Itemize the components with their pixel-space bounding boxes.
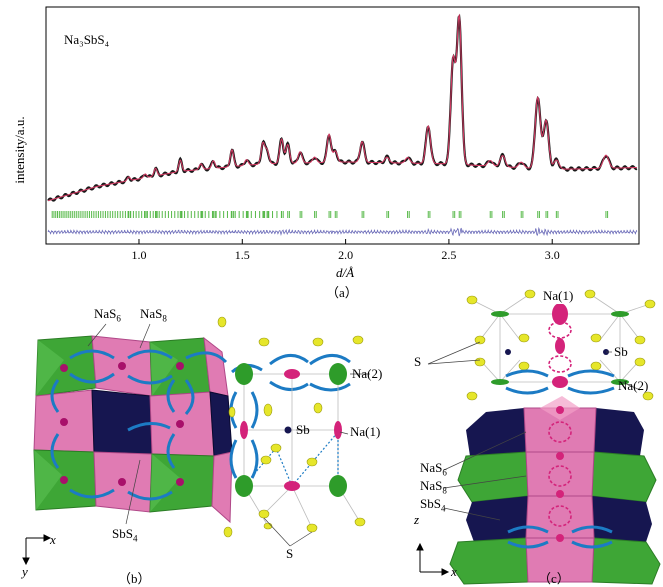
label-na2-b: Na(2) — [352, 366, 383, 381]
difference-curve — [47, 226, 638, 237]
calculated-curve — [47, 13, 637, 202]
caption-a: （a） — [326, 285, 358, 300]
plot-frame — [45, 6, 640, 245]
x-tick-label: 2.5 — [441, 248, 456, 262]
axis-x-c: x — [451, 564, 457, 579]
y-axis-label: intensity/a.u. — [12, 116, 27, 183]
label-sb-b: Sb — [296, 422, 310, 437]
sodium-atoms-grid — [60, 362, 184, 486]
ball-stick-network — [217, 316, 366, 538]
axis-x-b: x — [50, 532, 56, 547]
structure-panel-c — [416, 289, 661, 585]
na2-atom — [235, 363, 253, 385]
na1-atom-c — [552, 303, 568, 325]
label-s-c: S — [414, 354, 422, 369]
label-sb-c: Sb — [614, 344, 628, 359]
label-nas6-c: NaS6 — [420, 460, 447, 478]
label-s-b: S — [286, 546, 294, 561]
x-axis-label: d/Å — [336, 265, 354, 280]
label-sbs4-c: SbS4 — [420, 496, 446, 514]
na1-atom — [284, 369, 300, 379]
diffraction-chart: 1.0 1.5 2.0 2.5 3.0 Na₃SbS₄ intensity/a.u. d… — [12, 6, 640, 280]
x-tick-label: 1.5 — [235, 248, 250, 262]
axis-z-c: z — [414, 512, 420, 527]
x-tick-label: 2.0 — [338, 248, 353, 262]
caption-c: （c） — [538, 571, 570, 586]
axis-indicator-b — [22, 534, 52, 566]
label-na1-b: Na(1) — [350, 424, 381, 439]
observed-curve — [47, 14, 638, 202]
polyhedra-column — [449, 396, 661, 585]
axis-y-b: y — [22, 564, 28, 579]
label-sbs4-b: SbS4 — [112, 526, 138, 544]
axis-indicator-c — [416, 542, 450, 576]
chart-title: Na₃SbS₄ — [64, 32, 110, 47]
diffusion-paths — [50, 349, 351, 501]
label-nas8-c: NaS8 — [420, 478, 447, 496]
label-na2-c: Na(2) — [618, 378, 649, 393]
caption-b: （b） — [118, 571, 151, 586]
label-nas8-b: NaS8 — [140, 306, 167, 324]
sb-atom — [284, 426, 292, 434]
label-na1-c: Na(1) — [543, 288, 574, 304]
x-tick-label: 3.0 — [545, 248, 560, 262]
structure-panel-b — [22, 316, 370, 566]
label-nas6-b: NaS6 — [94, 306, 121, 324]
x-tick-label: 1.0 — [131, 248, 146, 262]
